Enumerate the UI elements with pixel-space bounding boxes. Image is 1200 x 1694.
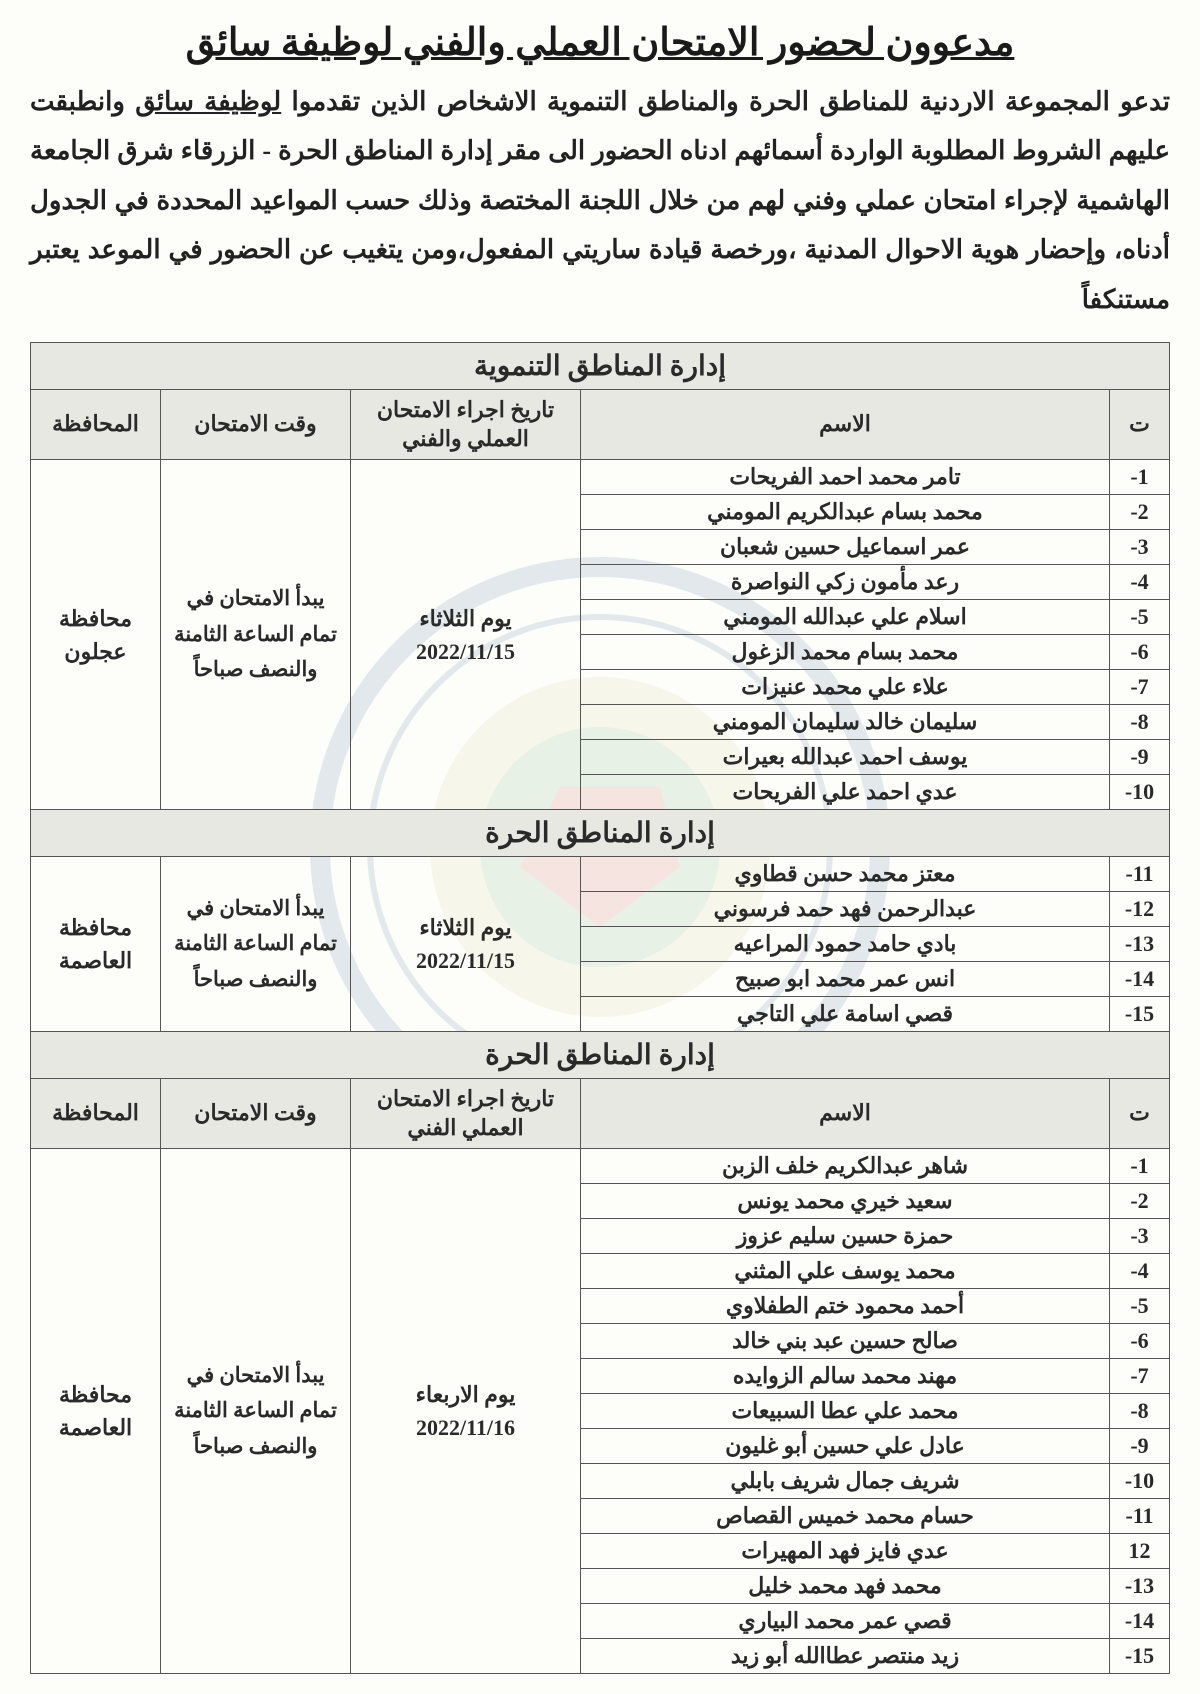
section-title: إدارة المناطق الحرة [31, 810, 1170, 857]
row-name: محمد بسام عبدالكريم المومني [581, 495, 1110, 530]
row-index: -7 [1110, 670, 1170, 705]
section-title: إدارة المناطق التنموية [31, 342, 1170, 389]
exam-time: يبدأ الامتحان في تمام الساعة الثامنة وال… [161, 857, 351, 1032]
row-name: علاء علي محمد عنيزات [581, 670, 1110, 705]
exam-date: يوم الثلاثاء 2022/11/15 [351, 857, 581, 1032]
exam-time: يبدأ الامتحان في تمام الساعة الثامنة وال… [161, 460, 351, 810]
col-idx: ت [1110, 1079, 1170, 1149]
row-name: اسلام علي عبدالله المومني [581, 600, 1110, 635]
row-index: -3 [1110, 1219, 1170, 1254]
col-idx: ت [1110, 389, 1170, 459]
row-index: -11 [1110, 857, 1170, 892]
governorate: محافظة عجلون [31, 460, 161, 810]
row-index: -13 [1110, 927, 1170, 962]
row-name: عدي فايز فهد المهيرات [581, 1534, 1110, 1569]
col-name: الاسم [581, 1079, 1110, 1149]
row-name: محمد بسام محمد الزغول [581, 635, 1110, 670]
col-time: وقت الامتحان [161, 1079, 351, 1149]
row-index: -11 [1110, 1499, 1170, 1534]
row-name: سعيد خيري محمد يونس [581, 1184, 1110, 1219]
row-index: -8 [1110, 1394, 1170, 1429]
row-index: -10 [1110, 775, 1170, 810]
row-name: يوسف احمد عبدالله بعيرات [581, 740, 1110, 775]
row-name: معتز محمد حسن قطاوي [581, 857, 1110, 892]
col-gov: المحافظة [31, 389, 161, 459]
row-index: -15 [1110, 1639, 1170, 1674]
row-index: -2 [1110, 495, 1170, 530]
row-index: -5 [1110, 1289, 1170, 1324]
row-index: -4 [1110, 565, 1170, 600]
row-index: -8 [1110, 705, 1170, 740]
row-name: محمد علي عطا السبيعات [581, 1394, 1110, 1429]
row-name: تامر محمد احمد الفريحات [581, 460, 1110, 495]
row-index: -1 [1110, 1149, 1170, 1184]
exam-date: يوم الاربعاء 2022/11/16 [351, 1149, 581, 1674]
row-index: -7 [1110, 1359, 1170, 1394]
intro-part1: تدعو المجموعة الاردنية للمناطق الحرة وال… [281, 87, 1170, 116]
row-index: -15 [1110, 997, 1170, 1032]
governorate: محافظة العاصمة [31, 1149, 161, 1674]
page-title: مدعوون لحضور الامتحان العملي والفني لوظي… [30, 20, 1170, 65]
intro-paragraph: تدعو المجموعة الاردنية للمناطق الحرة وال… [30, 77, 1170, 324]
row-name: زيد منتصر عطاالله أبو زيد [581, 1639, 1110, 1674]
row-name: سليمان خالد سليمان المومني [581, 705, 1110, 740]
candidates-table: إدارة المناطق التنمويةتالاسمتاريخ اجراء … [30, 342, 1170, 1674]
row-index: 12 [1110, 1534, 1170, 1569]
row-name: بادي حامد حمود المراعيه [581, 927, 1110, 962]
row-index: -12 [1110, 892, 1170, 927]
row-index: -13 [1110, 1569, 1170, 1604]
exam-time: يبدأ الامتحان في تمام الساعة الثامنة وال… [161, 1149, 351, 1674]
row-name: أحمد محمود ختم الطفلاوي [581, 1289, 1110, 1324]
row-name: رعد مأمون زكي النواصرة [581, 565, 1110, 600]
row-index: -6 [1110, 635, 1170, 670]
section-title: إدارة المناطق الحرة [31, 1032, 1170, 1079]
col-time: وقت الامتحان [161, 389, 351, 459]
row-index: -5 [1110, 600, 1170, 635]
row-index: -14 [1110, 962, 1170, 997]
row-index: -3 [1110, 530, 1170, 565]
intro-part2: وانطبقت عليهم الشروط المطلوبة الواردة أس… [30, 87, 1170, 314]
table-row: -11معتز محمد حسن قطاوييوم الثلاثاء 2022/… [31, 857, 1170, 892]
table-row: -1شاهر عبدالكريم خلف الزبنيوم الاربعاء 2… [31, 1149, 1170, 1184]
row-name: حسام محمد خميس القصاص [581, 1499, 1110, 1534]
row-name: عبدالرحمن فهد حمد فرسوني [581, 892, 1110, 927]
col-gov: المحافظة [31, 1079, 161, 1149]
row-name: شاهر عبدالكريم خلف الزبن [581, 1149, 1110, 1184]
row-name: عدي احمد علي الفريحات [581, 775, 1110, 810]
row-index: -4 [1110, 1254, 1170, 1289]
row-name: صالح حسين عبد بني خالد [581, 1324, 1110, 1359]
col-name: الاسم [581, 389, 1110, 459]
row-name: عمر اسماعيل حسين شعبان [581, 530, 1110, 565]
col-date: تاريخ اجراء الامتحان العملي والفني [351, 389, 581, 459]
table-row: -1تامر محمد احمد الفريحاتيوم الثلاثاء 20… [31, 460, 1170, 495]
row-name: عادل علي حسين أبو غليون [581, 1429, 1110, 1464]
row-name: محمد فهد محمد خليل [581, 1569, 1110, 1604]
col-date: تاريخ اجراء الامتحان العملي الفني [351, 1079, 581, 1149]
row-name: قصي اسامة علي التاجي [581, 997, 1110, 1032]
row-name: شريف جمال شريف بابلي [581, 1464, 1110, 1499]
row-index: -14 [1110, 1604, 1170, 1639]
row-name: مهند محمد سالم الزوايده [581, 1359, 1110, 1394]
exam-date: يوم الثلاثاء 2022/11/15 [351, 460, 581, 810]
row-name: انس عمر محمد ابو صبيح [581, 962, 1110, 997]
row-index: -1 [1110, 460, 1170, 495]
row-name: محمد يوسف علي المثني [581, 1254, 1110, 1289]
row-index: -9 [1110, 740, 1170, 775]
intro-job: لوظيفة سائق [135, 87, 281, 116]
row-index: -2 [1110, 1184, 1170, 1219]
row-name: حمزة حسين سليم عزوز [581, 1219, 1110, 1254]
row-index: -10 [1110, 1464, 1170, 1499]
row-name: قصي عمر محمد البياري [581, 1604, 1110, 1639]
row-index: -9 [1110, 1429, 1170, 1464]
governorate: محافظة العاصمة [31, 857, 161, 1032]
row-index: -6 [1110, 1324, 1170, 1359]
